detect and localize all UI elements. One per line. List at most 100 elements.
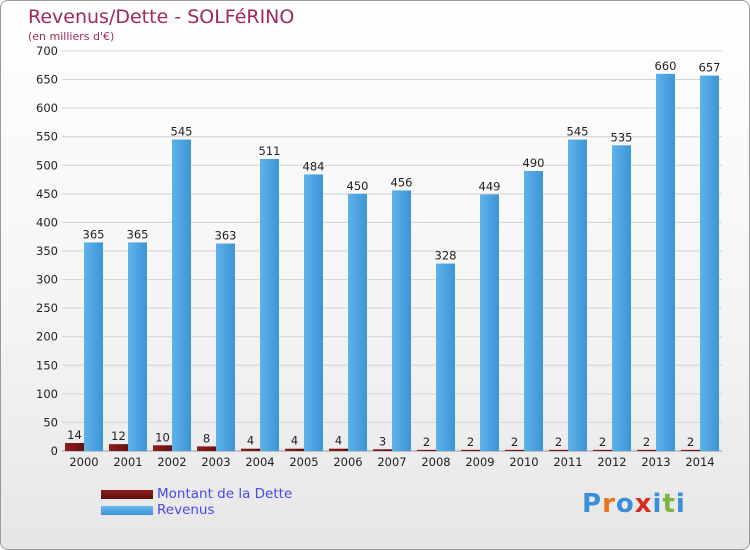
y-tick-label: 400 [36, 215, 58, 229]
data-label-revenus: 484 [303, 159, 325, 173]
x-tick-label: 2008 [421, 455, 450, 469]
data-label-dette: 2 [599, 435, 606, 449]
bar-dette [593, 449, 612, 451]
logo-letter: r [602, 489, 616, 519]
data-label-revenus: 545 [171, 125, 193, 139]
data-label-revenus: 535 [611, 130, 633, 144]
bar-dette [109, 444, 128, 451]
data-label-dette: 8 [203, 431, 210, 445]
x-tick-label: 2002 [157, 455, 186, 469]
bar-dette [461, 449, 480, 451]
bar-revenus [480, 194, 499, 451]
data-label-dette: 4 [291, 434, 298, 448]
legend-swatch-revenus [101, 506, 153, 515]
x-tick-label: 2000 [69, 455, 98, 469]
logo-letter: i [675, 489, 686, 519]
chart-subtitle: (en milliers d'€) [28, 30, 115, 43]
bar-dette [549, 449, 568, 451]
bar-revenus [524, 171, 543, 451]
logo-letter: i [652, 489, 663, 519]
data-label-revenus: 545 [567, 125, 589, 139]
bar-revenus [348, 193, 367, 451]
x-tick-label: 2013 [641, 455, 670, 469]
y-tick-label: 350 [36, 244, 58, 258]
bar-dette [505, 449, 524, 451]
bar-dette [241, 448, 260, 451]
bar-revenus [172, 139, 191, 452]
data-label-dette: 14 [67, 428, 82, 442]
y-tick-label: 100 [36, 387, 58, 401]
bar-dette [373, 449, 392, 451]
bar-dette [65, 443, 84, 451]
y-tick-label: 700 [36, 44, 58, 58]
x-tick-label: 2009 [465, 455, 494, 469]
y-tick-label: 450 [36, 187, 58, 201]
bar-revenus [568, 139, 587, 452]
bar-revenus [612, 145, 631, 452]
data-label-revenus: 449 [479, 179, 501, 193]
data-label-dette: 2 [687, 435, 694, 449]
x-tick-label: 2011 [553, 455, 582, 469]
data-label-revenus: 365 [127, 227, 149, 241]
data-label-revenus: 456 [391, 175, 413, 189]
y-tick-label: 600 [36, 101, 58, 115]
data-label-revenus: 328 [435, 249, 457, 263]
y-tick-label: 550 [36, 130, 58, 144]
logo-letter: x [634, 489, 653, 519]
y-tick-label: 500 [36, 158, 58, 172]
data-label-revenus: 450 [347, 179, 369, 193]
bar-revenus [656, 73, 675, 451]
bar-dette [681, 449, 700, 451]
bar-dette [197, 446, 216, 451]
bar-dette [417, 449, 436, 451]
bar-revenus [260, 159, 279, 451]
data-label-revenus: 511 [259, 144, 281, 158]
y-tick-label: 50 [43, 415, 58, 429]
data-label-dette: 3 [379, 434, 386, 448]
y-tick-label: 650 [36, 73, 58, 87]
data-label-revenus: 363 [215, 229, 237, 243]
bar-dette [637, 449, 656, 451]
y-tick-label: 150 [36, 358, 58, 372]
logo-letter: P [582, 489, 603, 519]
data-label-dette: 2 [643, 435, 650, 449]
data-label-dette: 10 [155, 430, 170, 444]
bar-revenus [84, 242, 103, 451]
x-tick-label: 2014 [685, 455, 714, 469]
x-tick-label: 2010 [509, 455, 538, 469]
data-label-dette: 12 [111, 429, 126, 443]
y-tick-label: 200 [36, 330, 58, 344]
chart-title: Revenus/Dette - SOLFéRINO [28, 6, 295, 28]
data-label-revenus: 365 [83, 227, 105, 241]
x-tick-label: 2001 [113, 455, 142, 469]
x-tick-label: 2004 [245, 455, 274, 469]
data-label-revenus: 490 [523, 156, 545, 170]
data-label-dette: 4 [335, 434, 342, 448]
x-tick-label: 2012 [597, 455, 626, 469]
logo-letter: t [662, 489, 676, 519]
bar-dette [285, 448, 304, 451]
data-label-dette: 4 [247, 434, 254, 448]
data-label-dette: 2 [555, 435, 562, 449]
data-label-dette: 2 [423, 435, 430, 449]
bar-dette [153, 445, 172, 451]
bar-revenus [700, 75, 719, 452]
bar-revenus [436, 263, 455, 451]
y-tick-label: 0 [51, 444, 58, 458]
bar-dette [329, 448, 348, 451]
x-tick-label: 2003 [201, 455, 230, 469]
bar-revenus [392, 190, 411, 451]
proxiti-logo: Proxiti [582, 489, 686, 519]
data-label-revenus: 660 [655, 59, 677, 73]
bar-revenus [216, 243, 235, 451]
logo-letter: o [615, 489, 635, 519]
data-label-dette: 2 [511, 435, 518, 449]
y-tick-label: 250 [36, 301, 58, 315]
y-tick-label: 300 [36, 273, 58, 287]
data-label-dette: 2 [467, 435, 474, 449]
legend-swatch-dette [101, 490, 153, 499]
bar-revenus [128, 242, 147, 451]
legend-label-revenus: Revenus [157, 502, 215, 518]
x-tick-label: 2005 [289, 455, 318, 469]
